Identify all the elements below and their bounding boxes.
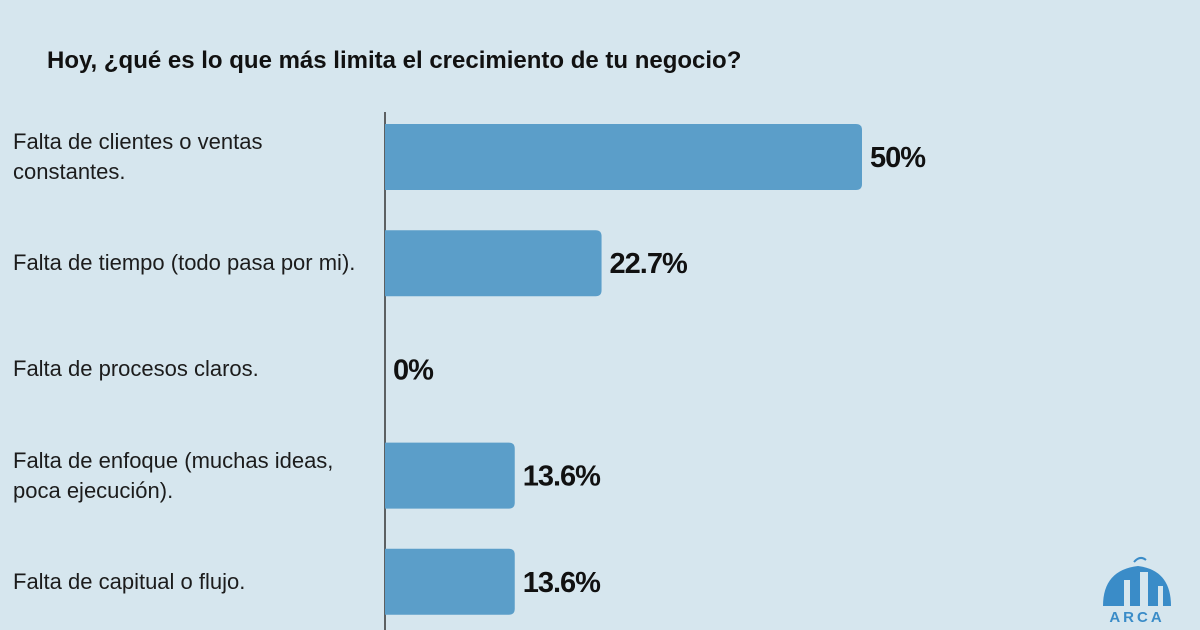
category-label: Falta de capitual o flujo.	[13, 568, 246, 594]
category-label: Falta de enfoque (muchas ideas, poca eje…	[13, 447, 334, 503]
category-label: Falta de clientes o ventas constantes.	[13, 129, 263, 184]
bar	[385, 124, 862, 190]
chart-title: Hoy, ¿qué es lo que más limita el crecim…	[47, 47, 741, 74]
logo-text: ARCA	[1109, 609, 1164, 626]
bar	[385, 548, 515, 615]
value-label: 22.7%	[610, 248, 688, 280]
bar	[385, 230, 602, 297]
bar	[385, 442, 515, 509]
value-label: 0%	[393, 354, 434, 386]
category-label: Falta de tiempo (todo pasa por mi).	[13, 250, 356, 276]
value-label: 13.6%	[523, 567, 601, 599]
category-label: Falta de procesos claros.	[13, 356, 259, 382]
logo-icon	[1103, 556, 1171, 606]
value-label: 13.6%	[523, 461, 601, 493]
value-label: 50%	[870, 142, 926, 174]
